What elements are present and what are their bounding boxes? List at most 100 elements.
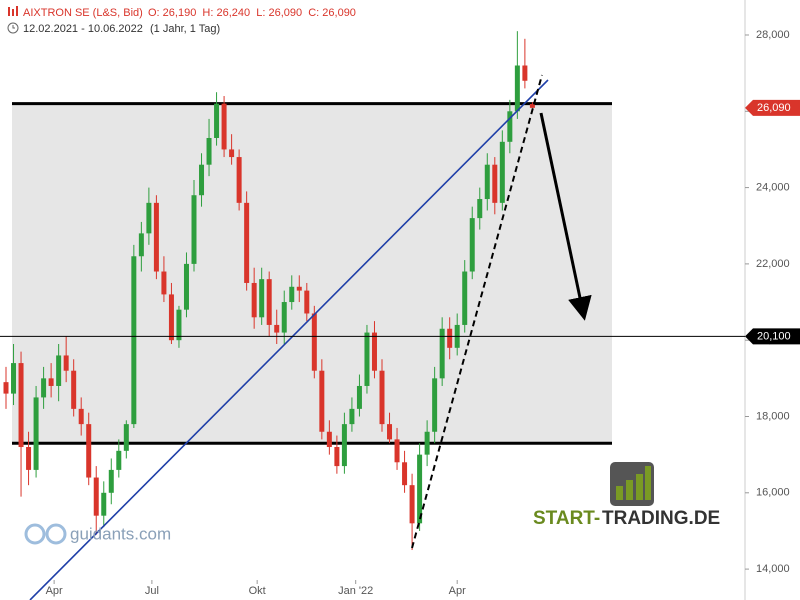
candle-body	[48, 378, 54, 386]
candle-body	[492, 164, 498, 203]
candle-body	[484, 164, 490, 200]
candle-body	[138, 233, 144, 257]
candle-body	[33, 397, 39, 470]
candle-body	[477, 199, 483, 219]
zone	[12, 103, 612, 444]
candle-body	[409, 485, 415, 524]
candle-body	[101, 492, 107, 516]
candle-body	[3, 382, 9, 394]
candle-body	[349, 408, 355, 425]
title: AIXTRON SE (L&S, Bid)	[23, 7, 143, 19]
candle-body	[311, 313, 317, 371]
candle-body	[199, 164, 205, 196]
candle-body	[274, 324, 280, 333]
x-tick-label: Jul	[145, 585, 159, 597]
price-label: 26,090	[757, 102, 791, 114]
candle-body	[206, 137, 212, 165]
candle-body	[304, 290, 310, 314]
candle-body	[71, 370, 77, 409]
candle-body	[123, 424, 129, 451]
y-tick-label: 18,000	[756, 410, 790, 422]
level-label: 20,100	[757, 330, 791, 342]
candle-body	[266, 279, 272, 325]
y-tick-label: 22,000	[756, 258, 790, 270]
candle-body	[183, 263, 189, 310]
candle-body	[146, 202, 152, 234]
candle-body	[153, 202, 159, 272]
candle-body	[507, 111, 513, 142]
trend-line-dashed	[411, 74, 543, 549]
x-tick-label: Apr	[449, 585, 466, 597]
candle-body	[529, 104, 535, 108]
candle-body	[176, 309, 182, 341]
candle-body	[161, 271, 167, 295]
candle-body	[281, 302, 287, 333]
period: (1 Jahr, 1 Tag)	[150, 23, 220, 35]
y-tick-label: 16,000	[756, 487, 790, 499]
candle-body	[417, 454, 423, 524]
candle-body	[41, 378, 47, 398]
candle-body	[394, 439, 400, 463]
y-tick-label: 28,000	[756, 29, 790, 41]
candle-body	[319, 370, 325, 432]
candle-body	[93, 477, 99, 516]
candle-body	[432, 378, 438, 432]
candle-body	[221, 103, 227, 150]
price-label-box	[745, 99, 800, 116]
level-label-box	[745, 328, 800, 345]
candle-body	[229, 149, 235, 158]
candle-body	[214, 103, 220, 138]
candle-body	[78, 408, 84, 425]
candle-body	[326, 431, 332, 448]
candles	[3, 31, 535, 551]
candle-body	[469, 218, 475, 272]
zone-layer	[12, 102, 612, 445]
candle-body	[522, 65, 528, 81]
candle-body	[116, 450, 122, 470]
candle-body	[191, 195, 197, 264]
candle-body	[18, 363, 24, 448]
candle-body	[296, 286, 302, 291]
candle-body	[131, 256, 137, 425]
candle-body	[26, 447, 32, 470]
arrow	[539, 112, 592, 321]
candle-body	[259, 279, 265, 318]
quote-line: O: 26,190 H: 26,240 L: 26,090 C: 26,090	[148, 7, 356, 19]
candle-body	[168, 294, 174, 341]
brand-start: START-	[533, 508, 600, 529]
header-icon	[7, 6, 19, 34]
candle-body	[356, 385, 362, 409]
candle-body	[499, 141, 505, 203]
candle-body	[424, 431, 430, 455]
candle-body	[86, 424, 92, 478]
date-range: 12.02.2021 - 10.06.2022	[23, 23, 143, 35]
candle-body	[334, 447, 340, 467]
y-tick-label: 14,000	[756, 563, 790, 575]
candle-body	[447, 328, 453, 348]
candle-body	[379, 370, 385, 425]
candle-body	[108, 469, 114, 493]
guidants-logo	[24, 523, 67, 545]
x-tick-label: Apr	[46, 585, 63, 597]
candle-body	[514, 65, 520, 112]
candle-body	[63, 355, 69, 371]
candle-body	[56, 355, 62, 386]
candle-body	[387, 424, 393, 440]
candle-body	[251, 282, 257, 318]
x-tick-label: Okt	[249, 585, 266, 597]
candle-body	[402, 462, 408, 486]
watermark: guidants.com	[70, 524, 171, 543]
candle-body	[236, 157, 242, 203]
y-tick-label: 24,000	[756, 181, 790, 193]
candle-body	[244, 202, 250, 283]
candle-body	[439, 328, 445, 379]
brand-trading: TRADING.DE	[602, 508, 720, 529]
candle-body	[364, 332, 370, 386]
brand-icon	[610, 462, 654, 506]
candle-body	[371, 332, 377, 371]
trend-line	[29, 79, 549, 600]
candle-body	[341, 424, 347, 467]
candle-body	[289, 286, 295, 303]
candle-body	[11, 363, 17, 394]
